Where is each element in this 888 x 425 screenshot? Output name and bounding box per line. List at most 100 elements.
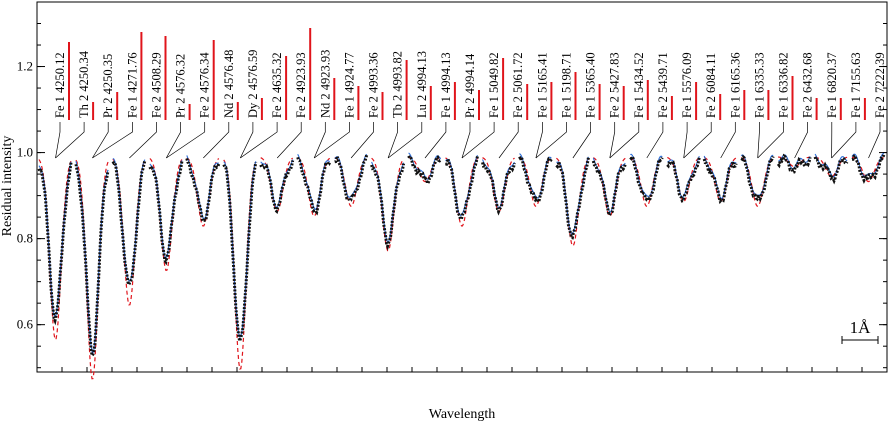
line-id-leader <box>757 122 784 159</box>
line-id-label: Fe 1 4924.77 <box>342 52 356 118</box>
observed-spectrum-21 <box>776 153 812 175</box>
line-id-leader <box>646 122 664 159</box>
scale-bar-label: 1Å <box>850 318 872 337</box>
line-id-label: Fe 2 4923.93 <box>294 52 308 118</box>
synthetic-spectrum-7 <box>260 157 294 212</box>
line-id-leader <box>424 122 447 159</box>
spectrum-series <box>37 152 886 380</box>
model-fit-8 <box>297 153 330 210</box>
synthetic-spectrum-16 <box>592 157 626 217</box>
line-id-leaders <box>55 122 881 159</box>
line-id-leader <box>276 122 302 159</box>
line-id-leader <box>609 122 616 159</box>
model-fit-14 <box>519 153 552 199</box>
model-fit-19 <box>703 155 737 200</box>
line-id-leader <box>461 122 495 159</box>
line-id-label: Fe 2 5439.71 <box>656 52 670 118</box>
synthetic-spectrum-10 <box>371 157 405 252</box>
line-id-label: Fe 2 7222.39 <box>873 52 887 118</box>
line-id-label: Fe 1 6336.82 <box>777 52 791 118</box>
y-axis-label: Residual intensity <box>0 136 15 237</box>
line-id-label: Pr 2 4994.14 <box>463 53 477 118</box>
line-id-label: Fe 1 5165.41 <box>535 52 549 118</box>
observed-spectrum-1 <box>37 162 73 326</box>
line-id-label: Fe 1 6335.33 <box>752 52 766 118</box>
line-id-label: Fe 1 4994.13 <box>439 52 453 118</box>
line-id-label: Nd 2 4576.48 <box>222 50 236 118</box>
observed-spectrum-9 <box>334 154 369 203</box>
line-id-leader <box>165 122 181 159</box>
line-id-leader <box>239 122 254 159</box>
line-id-label: Th 2 4250.34 <box>77 50 91 118</box>
line-id-label: Fe 1 5576.09 <box>680 52 694 118</box>
synthetic-spectrum-15 <box>556 157 589 247</box>
line-id-label: Fe 1 5365.40 <box>584 52 598 118</box>
observed-spectrum-12 <box>445 155 479 221</box>
line-id-label: Fe 2 6432.68 <box>801 52 815 118</box>
y-tick-label: 0.6 <box>17 317 34 332</box>
line-id-leader <box>313 122 350 159</box>
observed-spectrum-3 <box>111 160 147 289</box>
line-id-label: Fe 2 4635.32 <box>270 52 284 118</box>
line-id-leader <box>609 122 640 159</box>
observed-spectrum-15 <box>555 157 590 240</box>
model-fit-3 <box>112 157 146 282</box>
line-id-label: Nd 2 4923.93 <box>318 50 332 118</box>
y-tick-label: 1.2 <box>17 59 33 74</box>
line-id-leader <box>387 122 398 159</box>
line-id-leader <box>55 122 61 159</box>
line-id-label: Tb 2 4993.82 <box>391 51 405 118</box>
observed-spectrum-5 <box>185 158 221 224</box>
line-id-label: Lu 2 4994.13 <box>415 51 429 118</box>
line-id-leader <box>387 122 423 159</box>
line-id-label: Fe 1 4271.76 <box>125 52 139 118</box>
synthetic-spectrum-1 <box>38 159 72 340</box>
line-id-label: Dy 2 4576.59 <box>246 50 260 118</box>
synthetic-spectrum-13 <box>482 157 515 212</box>
model-fit-13 <box>481 159 515 209</box>
line-id-label: Fe 1 7155.63 <box>849 52 863 118</box>
observed-spectrum-8 <box>296 156 332 216</box>
line-id-label: Pr 2 4250.35 <box>101 54 115 118</box>
line-id-leader <box>350 122 374 159</box>
line-id-leader <box>55 122 85 159</box>
observed-spectrum-23 <box>851 153 886 185</box>
line-id-label: Fe 1 5198.71 <box>560 52 574 118</box>
line-id-label: Fe 2 6084.11 <box>704 53 718 118</box>
line-id-leader <box>683 122 688 159</box>
y-tick-label: 1.0 <box>17 145 33 160</box>
observed-spectrum-16 <box>591 160 627 219</box>
line-id-leader <box>757 122 760 159</box>
line-id-leader <box>720 122 736 159</box>
line-id-label: Fe 2 5061.72 <box>511 52 525 118</box>
scale-bar: 1Å <box>841 318 879 344</box>
line-id-label: Fe 1 4250.12 <box>53 52 67 118</box>
line-id-leader <box>461 122 471 159</box>
observed-spectrum-18 <box>666 156 701 203</box>
line-id-label: Pr 2 4576.32 <box>174 54 188 118</box>
line-id-leader <box>203 122 230 159</box>
observed-spectrum-13 <box>481 161 516 216</box>
line-id-leader <box>92 122 109 159</box>
line-id-leader <box>535 122 543 159</box>
model-fit-15 <box>556 156 589 235</box>
synthetic-spectrum-23 <box>851 156 885 183</box>
x-axis-label: Wavelength <box>429 407 496 422</box>
line-id-label: Fe 1 6820.37 <box>825 52 839 118</box>
line-id-leader <box>868 122 881 159</box>
line-id-labels: Fe 1 4250.12 Th 2 4250.34 Pr 2 4250.35 Fe 1… <box>53 28 887 120</box>
synthetic-spectrum-11 <box>408 156 441 183</box>
line-id-leader <box>313 122 326 159</box>
line-id-leader <box>166 122 206 159</box>
observed-spectrum-17 <box>629 154 664 205</box>
observed-spectrum-6 <box>222 161 258 347</box>
line-id-label: Fe 2 4508.29 <box>150 52 164 118</box>
y-tick-label: 0.8 <box>17 231 33 246</box>
observed-spectrum-7 <box>259 160 295 215</box>
observed-spectrum-19 <box>702 158 738 205</box>
line-id-label: Fe 1 6165.36 <box>728 52 742 118</box>
observed-spectrum-11 <box>407 155 442 187</box>
line-id-label: Fe 2 4993.36 <box>367 52 381 118</box>
line-id-label: Fe 1 5434.52 <box>632 52 646 118</box>
